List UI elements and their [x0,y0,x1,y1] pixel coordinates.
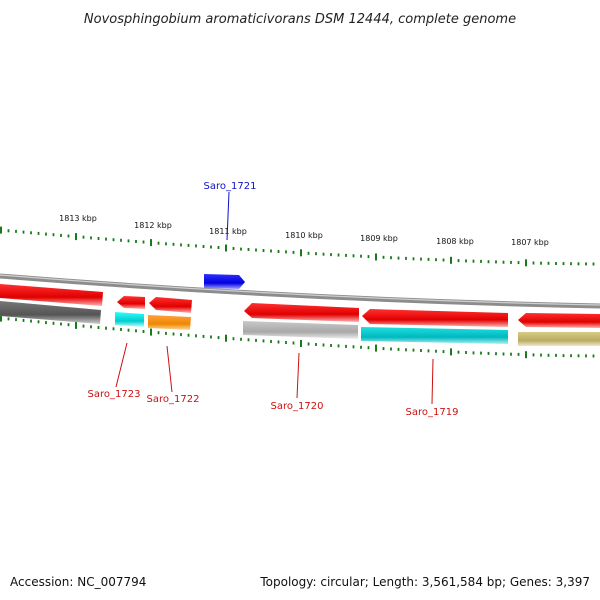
gene-saro-1720[interactable] [244,303,359,322]
accession-text: Accession: NC_007794 [10,575,146,589]
gene-label-saro-1722: Saro_1722 [147,394,200,405]
leader-saro-1722 [166,345,173,393]
gene-label-saro-1721: Saro_1721 [204,181,257,192]
gene-label-saro-1719: Saro_1719 [406,407,459,418]
tick-label-1813: 1813 kbp [59,214,97,223]
genome-backbone-highlight [0,274,600,306]
tick-label-1809: 1809 kbp [360,234,398,243]
category-bar-khaki [518,332,600,346]
genome-summary-text: Topology: circular; Length: 3,561,584 bp… [259,575,590,589]
category-bar-orange [148,315,191,330]
gene-saro-1721[interactable] [204,274,245,289]
gene-label-saro-1720: Saro_1720 [271,401,324,412]
category-bar-dark-gray [0,301,101,324]
gene-saro-1722[interactable] [149,297,192,313]
gene-saro-1719[interactable] [362,309,508,327]
outer-tick-row [0,226,595,267]
category-bar-cyan [115,312,144,327]
leader-saro-1723 [115,342,128,388]
map-title: Novosphingobium aromaticivorans DSM 1244… [84,12,516,27]
tick-label-1808: 1808 kbp [436,237,474,246]
leader-saro-1721 [226,191,230,241]
leader-saro-1719 [431,358,434,405]
gene-saro-1723[interactable] [117,296,145,309]
gene-label-saro-1723: Saro_1723 [88,389,141,400]
gene-left-partial[interactable] [0,284,103,306]
tick-label-1811: 1811 kbp [209,227,247,236]
leader-saro-1720 [296,352,300,399]
tick-label-1812: 1812 kbp [134,221,172,230]
gene-right-partial[interactable] [518,313,600,328]
tick-label-1807: 1807 kbp [511,238,549,247]
category-bar-light-gray [243,321,358,339]
genome-backbone [0,273,600,309]
category-bar-teal [361,327,508,344]
tick-label-1810: 1810 kbp [285,231,323,240]
inner-tick-row [0,314,595,359]
